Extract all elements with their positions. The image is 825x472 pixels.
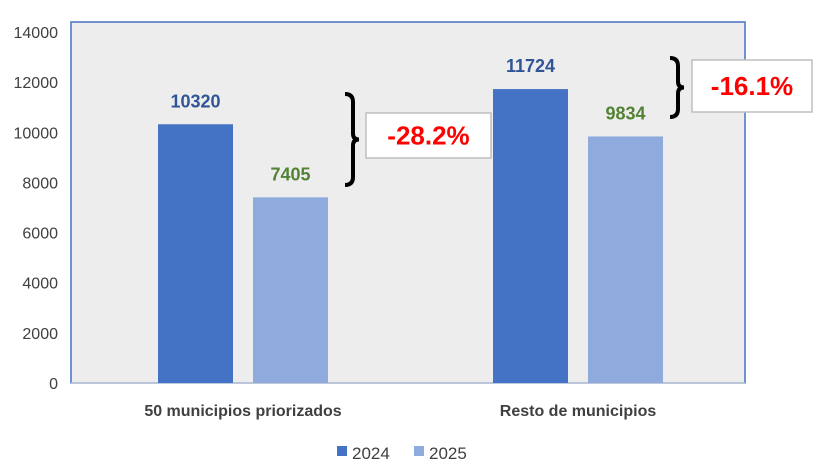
y-tick-label: 0 <box>49 376 58 393</box>
legend-swatch <box>414 446 424 456</box>
bar-2024 <box>158 124 233 384</box>
annotation-text: -28.2% <box>387 121 469 151</box>
y-tick-label: 8000 <box>22 175 58 192</box>
legend-label: 2024 <box>352 444 390 463</box>
y-tick-label: 10000 <box>14 125 59 142</box>
bar-2024 <box>493 89 568 384</box>
y-tick-label: 14000 <box>14 25 59 42</box>
brace-icon <box>344 92 360 187</box>
y-tick-label: 12000 <box>14 75 59 92</box>
annotation-box <box>691 59 813 113</box>
legend-swatch <box>337 446 347 456</box>
data-label: 10320 <box>170 91 220 111</box>
bar-2025 <box>253 197 328 383</box>
category-label: Resto de municipios <box>500 403 657 420</box>
y-tick-label: 6000 <box>22 226 58 243</box>
y-tick-label: 4000 <box>22 276 58 293</box>
legend-label: 2025 <box>429 444 467 463</box>
annotation-box <box>365 112 492 159</box>
category-label: 50 municipios priorizados <box>144 403 341 420</box>
data-label: 7405 <box>270 164 310 184</box>
brace-icon <box>669 56 685 119</box>
bar-2025 <box>588 136 663 383</box>
data-label: 9834 <box>605 103 645 123</box>
data-label: 11724 <box>506 56 555 76</box>
y-tick-label: 2000 <box>22 326 58 343</box>
annotation-text: -16.1% <box>711 71 793 101</box>
